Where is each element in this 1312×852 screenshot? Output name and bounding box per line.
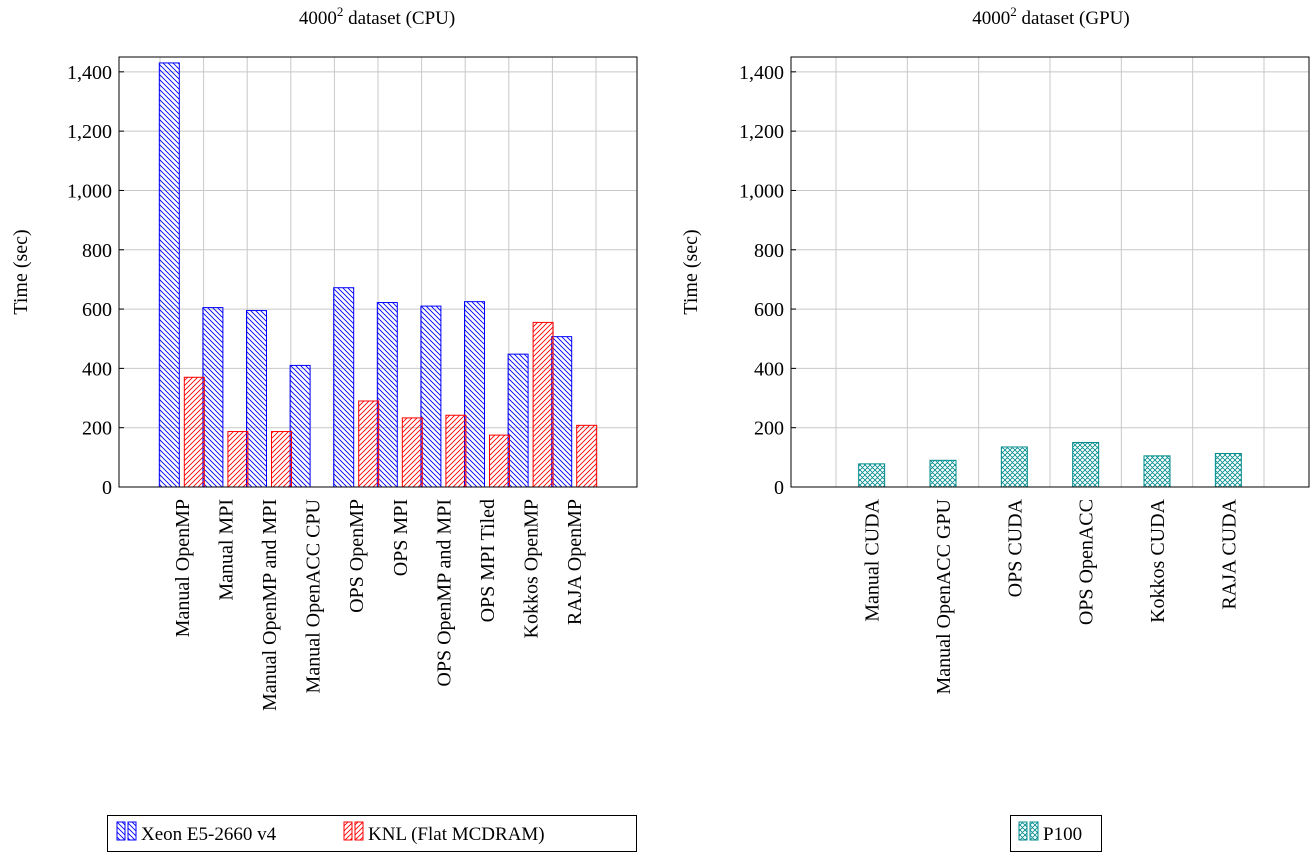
cpu-title-base: 4000 [299,8,337,29]
cpu-ytick-label: 400 [82,358,112,380]
gpu-y-axis-label: Time (sec) [680,229,702,314]
cpu-chart-title: 40002 dataset (CPU) [299,4,455,29]
gpu-grid [791,57,1309,488]
cpu-category-label: RAJA OpenMP [564,499,586,625]
cpu-chart: 40002 dataset (CPU) 0 200 400 600 800 1,000 1,… [10,4,638,852]
cpu-y-ticks: 0 200 400 600 800 1,000 1,200 1,400 [67,62,112,499]
gpu-bar-a [1072,442,1100,488]
gpu-category-label: Kokkos CUDA [1147,498,1169,622]
cpu-bar-b [358,400,380,488]
cpu-bar-a [420,305,442,488]
gpu-x-ticks: Manual CUDA Manual OpenACC GPU OPS CUDA OPS… [862,498,1241,694]
gpu-ytick-label: 800 [754,240,784,262]
cpu-x-ticks: Manual OpenMP Manual MPI Manual OpenMP and… [172,498,586,711]
cpu-bar-b [227,431,249,488]
cpu-ytick-label: 600 [82,299,112,321]
gpu-chart: 40002 dataset (GPU) 0 200 400 600 800 1,000 1,… [680,4,1310,852]
gpu-title-rest: dataset (GPU) [1017,8,1130,29]
cpu-title-rest: dataset (CPU) [343,8,455,29]
cpu-category-label: Manual OpenMP [172,499,194,637]
cpu-title-sup: 2 [337,4,344,19]
gpu-y-ticks: 0 200 400 600 800 1,000 1,200 1,400 [739,62,784,499]
gpu-bar-a [1214,452,1242,488]
cpu-category-label: Manual OpenACC CPU [303,498,325,693]
cpu-bar-b [271,431,292,488]
legend-swatch-p100 [1018,821,1028,841]
cpu-category-label: Manual OpenMP and MPI [259,499,281,711]
cpu-bar-b [532,321,554,488]
cpu-bar-a [158,62,180,488]
cpu-ytick-label: 0 [102,477,112,499]
gpu-ytick-label: 400 [754,358,784,380]
cpu-ytick-label: 1,200 [67,121,112,143]
legend-swatch-xeon [116,821,126,841]
cpu-category-label: OPS OpenMP [346,499,368,613]
cpu-ytick-label: 1,400 [67,62,112,84]
cpu-bar-a [376,302,398,488]
gpu-ytick-label: 1,000 [739,180,784,202]
cpu-bar-b [489,434,510,488]
cpu-category-label: OPS MPI Tiled [477,499,499,622]
legend-swatch-xeon-2 [127,821,137,841]
gpu-bar-a [1143,455,1171,488]
gpu-ytick-label: 1,200 [739,121,784,143]
cpu-ytick-label: 1,000 [67,180,112,202]
cpu-bar-b [183,376,205,488]
cpu-category-label: OPS MPI [390,499,412,576]
gpu-ytick-label: 200 [754,418,784,440]
legend-swatch-knl [343,821,353,841]
legend-label-xeon: Xeon E5-2660 v4 [141,824,277,845]
cpu-ytick-label: 800 [82,240,112,262]
cpu-category-label: Manual MPI [215,499,237,601]
gpu-title-sup: 2 [1010,4,1017,19]
gpu-ytick-label: 600 [754,299,784,321]
cpu-bar-b [401,417,423,488]
gpu-ytick-label: 1,400 [739,62,784,84]
cpu-y-axis-label: Time (sec) [10,229,32,314]
cpu-bar-a [289,364,311,488]
gpu-plot-frame [790,56,1310,488]
cpu-ytick-label: 200 [82,418,112,440]
cpu-bar-a [333,287,355,488]
gpu-legend: P100 [1010,815,1102,852]
cpu-plot-frame [118,56,638,488]
gpu-bar-a [929,459,957,488]
cpu-bar-b [445,414,467,488]
cpu-bar-a [246,310,267,488]
cpu-category-label: Kokkos OpenMP [521,499,543,638]
gpu-category-label: RAJA CUDA [1218,498,1240,609]
gpu-ytick-label: 0 [774,477,784,499]
cpu-bar-a [551,336,573,488]
legend-swatch-knl-2 [354,821,364,841]
gpu-category-label: OPS OpenACC [1076,499,1098,625]
gpu-bar-a [1000,446,1028,488]
gpu-category-label: Manual OpenACC GPU [933,498,955,694]
cpu-bars [158,62,598,488]
legend-label-knl: KNL (Flat MCDRAM) [368,824,545,845]
cpu-category-label: OPS OpenMP and MPI [433,499,455,687]
cpu-legend: Xeon E5-2660 v4 KNL (Flat MCDRAM) [107,815,637,852]
cpu-bar-b [576,424,598,488]
legend-label-p100: P100 [1043,824,1082,845]
gpu-title-base: 4000 [972,8,1010,29]
cpu-legend-box [107,815,637,852]
gpu-bar-a [858,463,886,488]
cpu-bar-a [464,301,485,488]
gpu-category-label: Manual CUDA [862,498,884,621]
cpu-bar-a [507,353,529,488]
cpu-bar-a [202,307,224,488]
legend-swatch-p100-2 [1029,821,1039,841]
gpu-chart-title: 40002 dataset (GPU) [972,4,1129,29]
gpu-category-label: OPS CUDA [1004,498,1026,597]
